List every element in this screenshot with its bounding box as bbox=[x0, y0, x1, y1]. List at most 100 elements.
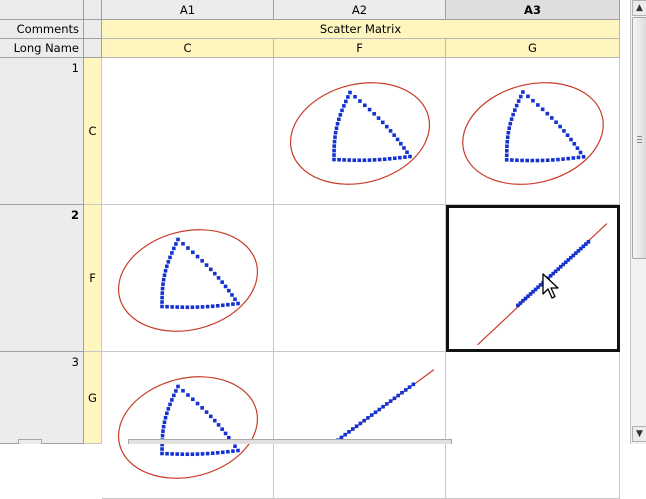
scrollbar-thumb[interactable] bbox=[632, 17, 646, 259]
data-point bbox=[332, 153, 336, 157]
data-point bbox=[376, 116, 381, 120]
data-point bbox=[160, 433, 165, 438]
matrix-cell-r1-c3[interactable] bbox=[446, 58, 620, 205]
data-point bbox=[180, 305, 185, 309]
matrix-cell-r1-c2[interactable] bbox=[274, 58, 446, 205]
data-point bbox=[160, 300, 164, 304]
data-point bbox=[163, 268, 168, 273]
matrix-cell-r1-c1[interactable] bbox=[102, 58, 274, 205]
data-point bbox=[160, 295, 164, 300]
matrix-cell-r2-c2[interactable] bbox=[274, 205, 446, 352]
row-header-2[interactable]: 2 bbox=[0, 205, 84, 352]
comments-row-strip bbox=[84, 20, 102, 39]
long-name-cell-a3[interactable]: G bbox=[446, 39, 620, 58]
data-point bbox=[165, 411, 169, 416]
data-point bbox=[333, 130, 338, 135]
data-point bbox=[161, 424, 166, 429]
data-point bbox=[388, 399, 393, 403]
matrix-cell-r2-c3-active[interactable] bbox=[446, 205, 620, 352]
data-point bbox=[205, 451, 210, 456]
data-point bbox=[373, 410, 378, 415]
data-point bbox=[185, 452, 190, 457]
column-header-a3[interactable]: A3 bbox=[446, 0, 620, 20]
data-point bbox=[536, 285, 540, 289]
matrix-cell-r3-c1[interactable] bbox=[102, 352, 274, 499]
data-point bbox=[212, 271, 217, 276]
column-header-a2[interactable]: A2 bbox=[274, 0, 446, 20]
data-point bbox=[578, 150, 583, 155]
data-point bbox=[385, 402, 389, 406]
triangle-down-icon[interactable]: ▼ bbox=[632, 426, 646, 442]
long-name-cell-a2[interactable]: F bbox=[274, 39, 446, 58]
column-header-a1[interactable]: A1 bbox=[102, 0, 274, 20]
data-point bbox=[403, 388, 408, 392]
data-point bbox=[366, 416, 370, 420]
data-point bbox=[402, 146, 406, 150]
data-point bbox=[405, 150, 409, 155]
scatter-plot-f-vs-g bbox=[477, 223, 608, 346]
vertical-scrollbar[interactable]: ▲ ▼ bbox=[630, 0, 646, 444]
data-point bbox=[174, 242, 178, 246]
long-name-cell-a1[interactable]: C bbox=[102, 39, 274, 58]
data-point bbox=[533, 287, 538, 292]
data-point bbox=[174, 389, 178, 393]
data-point bbox=[525, 158, 529, 163]
data-point bbox=[175, 305, 179, 309]
data-point bbox=[195, 254, 200, 259]
data-point bbox=[505, 144, 509, 149]
data-point bbox=[411, 382, 416, 387]
row-header-3[interactable]: 3 bbox=[0, 352, 84, 444]
data-point bbox=[518, 301, 523, 305]
scatter-plot-g-vs-f bbox=[333, 369, 435, 444]
data-point bbox=[343, 432, 348, 437]
data-point bbox=[342, 104, 346, 108]
data-point bbox=[160, 291, 165, 295]
data-point bbox=[334, 126, 339, 131]
data-point bbox=[195, 452, 200, 456]
data-point bbox=[520, 158, 524, 163]
data-point bbox=[233, 297, 237, 302]
long-name-row-label[interactable]: Long Name bbox=[0, 39, 84, 58]
data-point bbox=[340, 108, 344, 113]
data-point bbox=[516, 99, 521, 103]
data-point bbox=[215, 450, 220, 455]
matrix-cell-r2-c1[interactable] bbox=[102, 205, 274, 352]
corner-cell[interactable] bbox=[0, 0, 84, 20]
row-var-label-c: C bbox=[84, 58, 102, 205]
data-point bbox=[195, 305, 200, 309]
data-point bbox=[562, 129, 566, 133]
data-point bbox=[208, 267, 213, 272]
row-header-1[interactable]: 1 bbox=[0, 58, 84, 205]
data-point bbox=[579, 246, 583, 251]
data-point bbox=[387, 156, 392, 161]
data-point bbox=[170, 305, 174, 309]
horizontal-scrollbar-button[interactable] bbox=[18, 439, 42, 444]
data-point bbox=[581, 244, 586, 249]
data-point bbox=[388, 129, 393, 133]
data-point bbox=[362, 418, 366, 423]
data-point bbox=[548, 274, 553, 278]
scatter-plot-c-vs-g bbox=[462, 82, 604, 185]
data-point bbox=[191, 250, 195, 255]
data-point bbox=[231, 302, 235, 306]
data-point bbox=[540, 107, 545, 112]
data-point bbox=[574, 251, 578, 255]
data-point bbox=[569, 137, 573, 142]
comments-cell-scatter-matrix[interactable]: Scatter Matrix bbox=[102, 20, 620, 39]
data-point bbox=[358, 421, 363, 426]
data-point bbox=[233, 444, 237, 449]
data-point bbox=[530, 158, 535, 163]
data-point bbox=[584, 242, 588, 246]
triangle-up-icon[interactable]: ▲ bbox=[632, 0, 646, 16]
matrix-cell-r3-c2[interactable] bbox=[274, 352, 446, 499]
horizontal-scrollbar-thumb[interactable] bbox=[128, 439, 452, 444]
data-point bbox=[540, 158, 545, 163]
data-point bbox=[176, 237, 180, 242]
data-point bbox=[176, 384, 180, 389]
data-point bbox=[581, 154, 586, 159]
data-point bbox=[212, 418, 217, 423]
matrix-cell-r3-c3[interactable] bbox=[446, 352, 620, 499]
data-point bbox=[190, 452, 195, 457]
data-point bbox=[342, 158, 346, 162]
comments-row-label[interactable]: Comments bbox=[0, 20, 84, 39]
